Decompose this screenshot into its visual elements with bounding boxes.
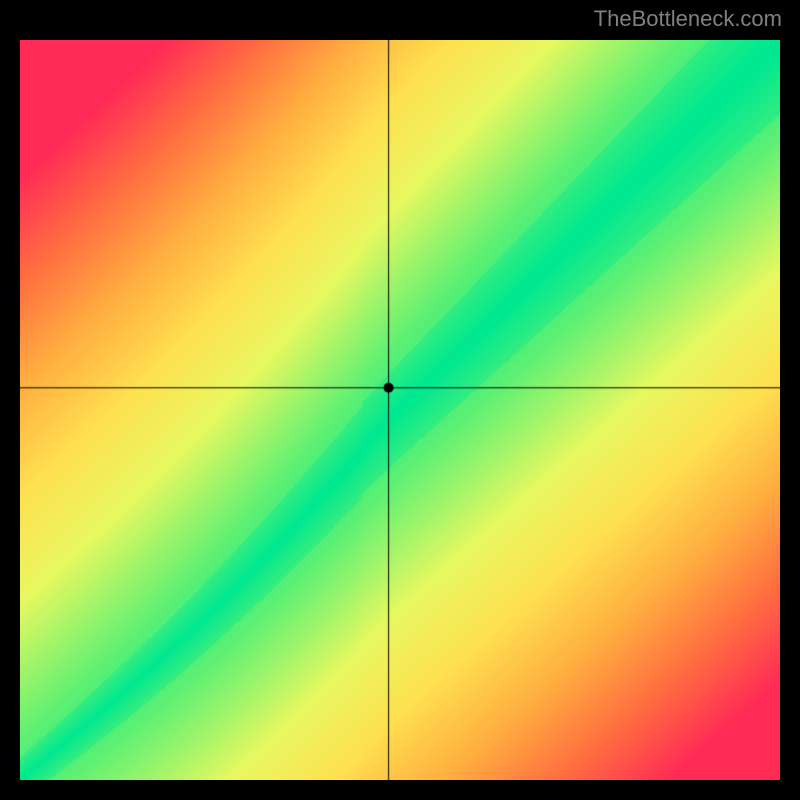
- heatmap-plot: [20, 40, 780, 780]
- watermark-text: TheBottleneck.com: [594, 6, 782, 32]
- heatmap-canvas: [20, 40, 780, 780]
